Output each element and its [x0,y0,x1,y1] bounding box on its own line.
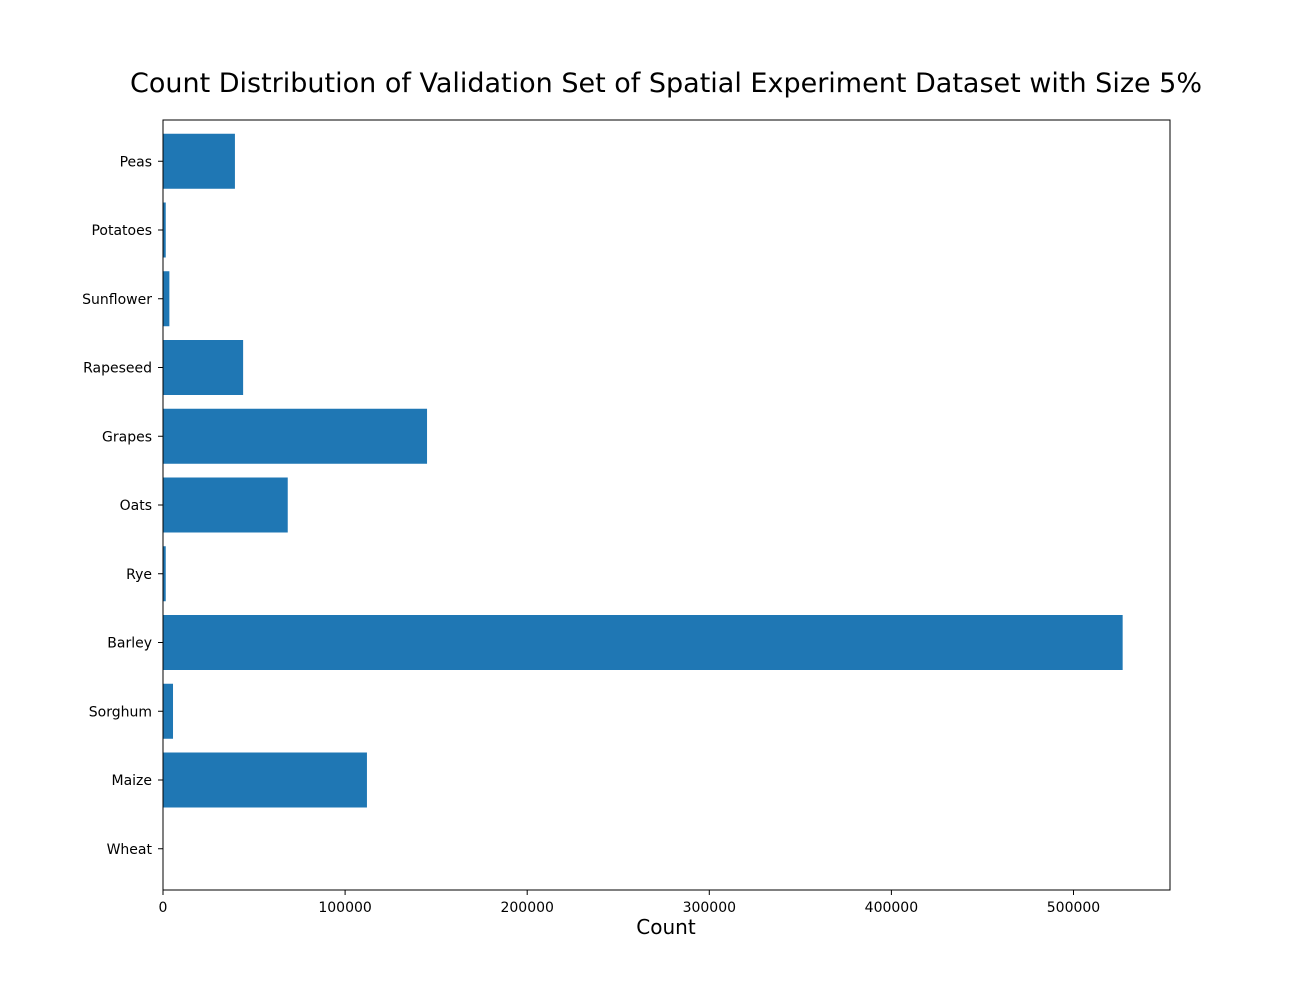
x-tick-label: 100000 [318,900,371,916]
bar-maize [163,752,367,808]
y-tick-label: Potatoes [91,223,152,239]
x-tick-label: 500000 [1047,900,1100,916]
y-tick-label: Barley [107,636,152,652]
y-tick-label: Maize [111,773,152,789]
chart-title: Count Distribution of Validation Set of … [130,68,1202,99]
y-tick-label: Oats [120,498,152,514]
x-tick-label: 200000 [500,900,553,916]
bar-peas [163,133,235,189]
y-tick-label: Grapes [102,429,152,445]
y-tick-label: Peas [120,154,152,170]
y-tick-label: Rapeseed [83,361,152,377]
bar-sunflower [163,271,170,327]
x-tick-label: 400000 [865,900,918,916]
y-tick-label: Rye [126,567,152,583]
bar-barley [163,615,1123,670]
axes-frame [162,119,1171,891]
bar-sorghum [163,683,174,739]
y-tick-label: Sorghum [89,704,152,720]
bar-grapes [163,408,428,464]
bar-potatoes [163,202,166,258]
bar-rapeseed [163,340,244,395]
x-tick-label: 0 [159,900,168,916]
x-axis-ticks: 0 100000 200000 300000 400000 500000 [159,890,1100,916]
x-axis-label: Count [636,915,696,939]
y-tick-label: Sunflower [82,292,152,308]
y-axis-ticks: Wheat Maize Sorghum Barley Rye Oats Grapes Rape… [82,154,163,858]
bars-group [163,133,1123,808]
y-tick-label: Wheat [107,842,153,858]
x-tick-label: 300000 [683,900,736,916]
bar-rye [163,546,166,602]
bar-oats [163,477,288,533]
